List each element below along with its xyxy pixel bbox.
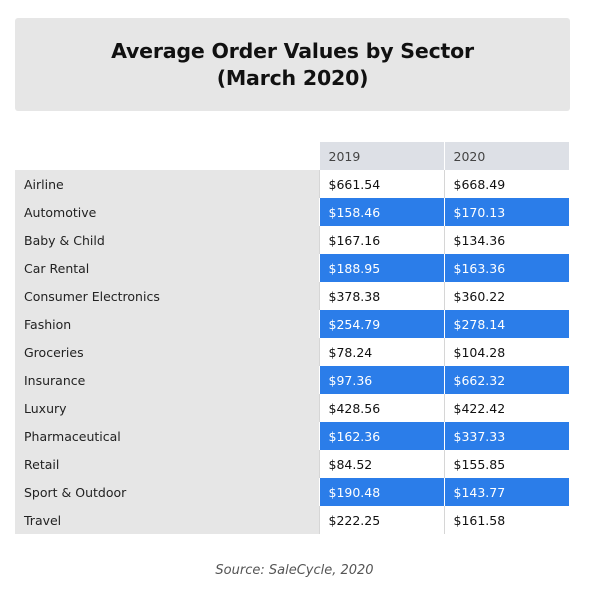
- value-2019-cell: $158.46: [318, 198, 444, 226]
- table-row: Sport & Outdoor $190.48 $143.77: [15, 478, 569, 506]
- table-row: Fashion $254.79 $278.14: [15, 310, 569, 338]
- value-2020-cell: $360.22: [443, 282, 569, 310]
- header-2020: 2020: [443, 142, 569, 170]
- table-row: Airline $661.54 $668.49: [15, 170, 569, 198]
- table-row: Groceries $78.24 $104.28: [15, 338, 569, 366]
- sector-cell: Automotive: [15, 198, 319, 226]
- table-row: Pharmaceutical $162.36 $337.33: [15, 422, 569, 450]
- sector-cell: Travel: [15, 506, 319, 534]
- header-2019: 2019: [318, 142, 444, 170]
- value-2019-cell: $378.38: [318, 282, 444, 310]
- value-2020-cell: $143.77: [443, 478, 569, 506]
- source-note: Source: SaleCycle, 2020: [215, 563, 374, 578]
- table-body: Airline $661.54 $668.49 Automotive $158.46 $1…: [15, 170, 569, 534]
- chart-title: Average Order Values by Sector: [111, 38, 474, 63]
- sector-cell: Baby & Child: [15, 226, 319, 254]
- chart-subtitle: (March 2020): [216, 65, 369, 90]
- sector-cell: Pharmaceutical: [15, 422, 319, 450]
- sector-cell: Sport & Outdoor: [15, 478, 319, 506]
- table-row: Insurance $97.36 $662.32: [15, 366, 569, 394]
- table-row: Consumer Electronics $378.38 $360.22: [15, 282, 569, 310]
- value-2019-cell: $97.36: [318, 366, 444, 394]
- value-2020-cell: $422.42: [443, 394, 569, 422]
- table-row: Travel $222.25 $161.58: [15, 506, 569, 534]
- sector-cell: Retail: [15, 450, 319, 478]
- value-2020-cell: $278.14: [443, 310, 569, 338]
- value-2019-cell: $84.52: [318, 450, 444, 478]
- value-2019-cell: $222.25: [318, 506, 444, 534]
- table-row: Luxury $428.56 $422.42: [15, 394, 569, 422]
- sector-cell: Insurance: [15, 366, 319, 394]
- value-2020-cell: $337.33: [443, 422, 569, 450]
- value-2020-cell: $163.36: [443, 254, 569, 282]
- table-row: Car Rental $188.95 $163.36: [15, 254, 569, 282]
- sector-cell: Airline: [15, 170, 319, 198]
- value-2019-cell: $78.24: [318, 338, 444, 366]
- table-row: Automotive $158.46 $170.13: [15, 198, 569, 226]
- sector-cell: Consumer Electronics: [15, 282, 319, 310]
- value-2019-cell: $428.56: [318, 394, 444, 422]
- value-2019-cell: $188.95: [318, 254, 444, 282]
- value-2020-cell: $170.13: [443, 198, 569, 226]
- sector-cell: Groceries: [15, 338, 319, 366]
- value-2019-cell: $661.54: [318, 170, 444, 198]
- data-table-container: 2019 2020 Airline $661.54 $668.49 Automotiv…: [15, 142, 569, 534]
- data-table: 2019 2020 Airline $661.54 $668.49 Automotiv…: [15, 142, 569, 534]
- sector-cell: Luxury: [15, 394, 319, 422]
- value-2020-cell: $155.85: [443, 450, 569, 478]
- value-2020-cell: $104.28: [443, 338, 569, 366]
- value-2019-cell: $190.48: [318, 478, 444, 506]
- value-2020-cell: $134.36: [443, 226, 569, 254]
- value-2019-cell: $162.36: [318, 422, 444, 450]
- header-blank-cell: [15, 142, 319, 170]
- chart-title-box: Average Order Values by Sector (March 20…: [15, 18, 570, 111]
- table-row: Baby & Child $167.16 $134.36: [15, 226, 569, 254]
- table-row: Retail $84.52 $155.85: [15, 450, 569, 478]
- header-row: 2019 2020: [15, 142, 569, 170]
- value-2020-cell: $662.32: [443, 366, 569, 394]
- value-2019-cell: $167.16: [318, 226, 444, 254]
- sector-cell: Car Rental: [15, 254, 319, 282]
- sector-cell: Fashion: [15, 310, 319, 338]
- value-2020-cell: $161.58: [443, 506, 569, 534]
- value-2019-cell: $254.79: [318, 310, 444, 338]
- value-2020-cell: $668.49: [443, 170, 569, 198]
